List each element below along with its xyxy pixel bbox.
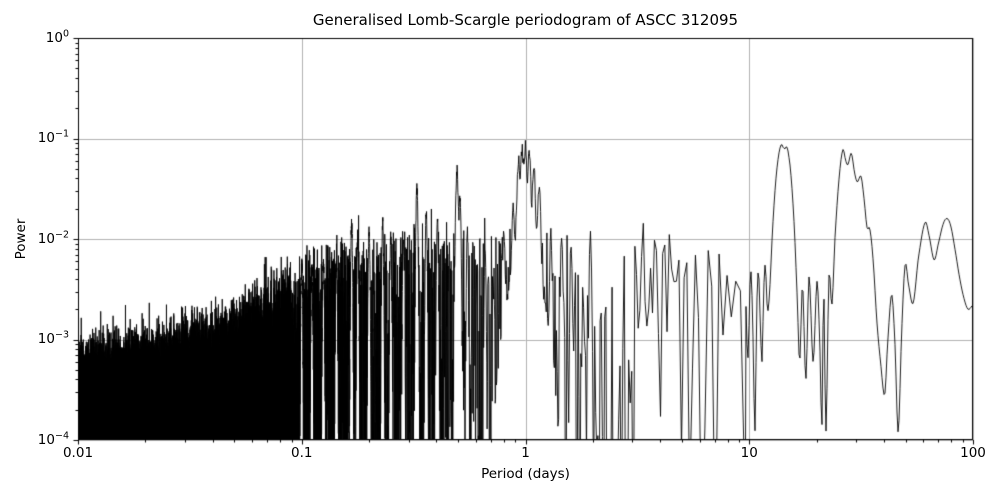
- y-tick-label: 10−3: [37, 329, 69, 347]
- x-axis-label: Period (days): [481, 466, 570, 482]
- y-tick-label: 10−2: [37, 229, 69, 247]
- y-tick-label: 10−4: [37, 430, 69, 448]
- chart-title: Generalised Lomb-Scargle periodogram of …: [312, 11, 739, 29]
- x-tick-label: 1: [521, 445, 530, 461]
- x-tick-label: 10: [740, 445, 758, 461]
- y-tick-label: 10−1: [37, 128, 69, 146]
- x-tick-label: 100: [960, 445, 986, 461]
- y-tick-label: 100: [45, 28, 69, 46]
- x-tick-label: 0.01: [62, 445, 94, 461]
- x-tick-label: 0.1: [291, 445, 313, 461]
